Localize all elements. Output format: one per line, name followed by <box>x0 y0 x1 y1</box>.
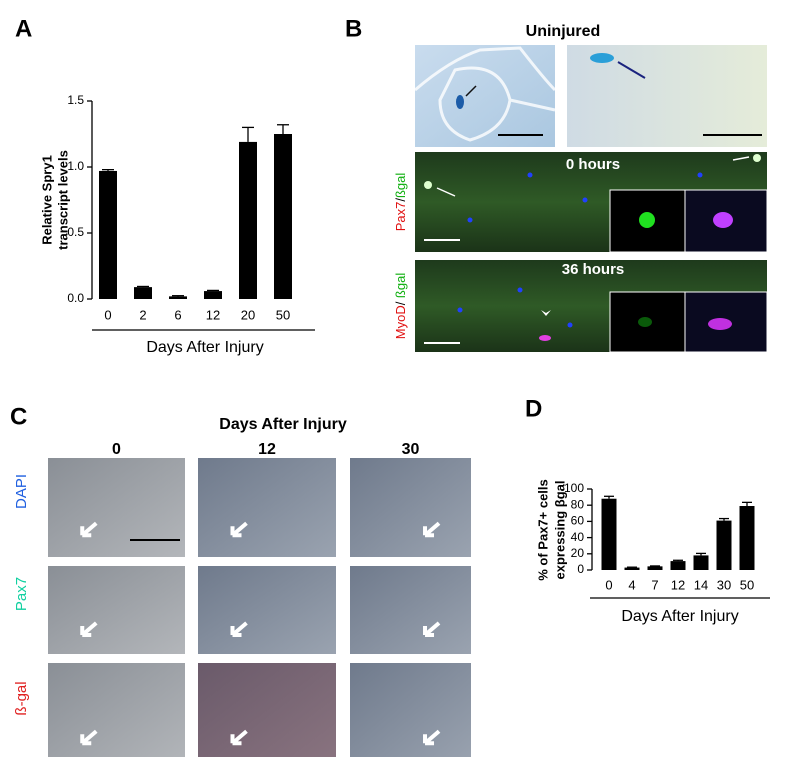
bar <box>204 291 222 299</box>
y-tick-label: 0 <box>577 562 584 576</box>
x-tick-label: 50 <box>740 577 754 592</box>
arrow <box>80 729 98 746</box>
stain: ßgal <box>393 273 408 298</box>
micrograph <box>350 458 471 557</box>
micrograph <box>48 566 185 654</box>
column-label: 12 <box>258 441 276 458</box>
bar <box>670 561 686 570</box>
x-tick-label: 50 <box>276 307 290 322</box>
panel-label: D <box>525 395 542 422</box>
x-tick-label: 20 <box>241 307 255 322</box>
time-label: 36 hours <box>562 261 625 278</box>
micrograph-grid <box>48 458 471 762</box>
arrow <box>423 521 441 538</box>
x-tick-label: 12 <box>671 577 685 592</box>
bar <box>239 141 257 299</box>
y-tick-label: 1.5 <box>67 93 84 107</box>
y-axis-label: % of Pax7+ cells <box>535 479 550 581</box>
y-tick-label: 80 <box>571 497 585 511</box>
micrograph <box>415 260 768 353</box>
stain: Pax7 <box>393 202 408 232</box>
row-label: Pax7 <box>13 577 30 611</box>
bar <box>716 520 732 570</box>
y-axis-label: expressing βgal <box>552 481 567 580</box>
x-tick-label: 7 <box>651 577 658 592</box>
bar <box>601 498 617 570</box>
y-axis-label: transcript levels <box>55 150 70 250</box>
panel-title: Days After Injury <box>219 416 347 433</box>
micrograph <box>198 458 336 557</box>
panel-label: B <box>345 15 362 42</box>
x-axis-label: Days After Injury <box>621 608 738 625</box>
panel-label: A <box>15 15 32 42</box>
micrograph <box>198 663 336 762</box>
stain: ßgal <box>393 173 408 198</box>
bar <box>739 506 755 570</box>
x-tick-label: 12 <box>206 307 220 322</box>
bar <box>274 134 292 299</box>
bar <box>134 287 152 299</box>
bar <box>624 567 640 570</box>
arrow <box>230 729 248 746</box>
arrow <box>423 729 441 746</box>
bar <box>169 296 187 299</box>
column-label: 0 <box>112 441 121 458</box>
column-label: 30 <box>402 441 420 458</box>
stain-label: MyoD/ ßgal <box>393 273 408 340</box>
arrow <box>230 621 248 637</box>
time-label: 0 hours <box>566 156 620 173</box>
x-tick-label: 0 <box>605 577 612 592</box>
y-tick-label: 0.5 <box>67 225 84 239</box>
stain: MyoD <box>393 305 408 339</box>
stain: / <box>393 198 408 202</box>
micrograph <box>48 663 185 762</box>
stain-label: Pax7/ßgal <box>393 173 408 232</box>
bar <box>647 566 663 570</box>
arrow <box>230 521 248 538</box>
x-tick-label: 0 <box>104 307 111 322</box>
y-tick-label: 60 <box>571 514 585 528</box>
x-tick-label: 2 <box>139 307 146 322</box>
micrograph <box>198 566 336 654</box>
x-tick-label: 6 <box>174 307 181 322</box>
x-tick-label: 14 <box>694 577 708 592</box>
micrograph <box>350 663 471 762</box>
bar <box>693 555 709 570</box>
arrow <box>80 521 98 538</box>
micrograph <box>48 458 185 557</box>
stain: / <box>393 298 408 305</box>
panel-title: Uninjured <box>526 23 601 40</box>
row-label: DAPI <box>13 474 30 509</box>
panel-label: C <box>10 403 27 430</box>
arrow <box>423 621 441 637</box>
micrograph <box>414 45 767 147</box>
row-label: ß-gal <box>13 681 30 715</box>
y-tick-label: 100 <box>564 481 584 495</box>
x-tick-label: 30 <box>717 577 731 592</box>
micrograph <box>350 566 471 654</box>
y-tick-label: 40 <box>571 530 585 544</box>
y-tick-label: 1.0 <box>67 159 84 173</box>
y-tick-label: 20 <box>571 546 585 560</box>
x-tick-label: 4 <box>628 577 635 592</box>
bar <box>99 170 117 299</box>
y-axis-label: Relative Spry1 <box>39 155 54 245</box>
arrow <box>80 621 98 637</box>
y-tick-label: 0.0 <box>67 291 84 305</box>
micrograph <box>415 152 768 253</box>
x-axis-label: Days After Injury <box>146 339 263 356</box>
